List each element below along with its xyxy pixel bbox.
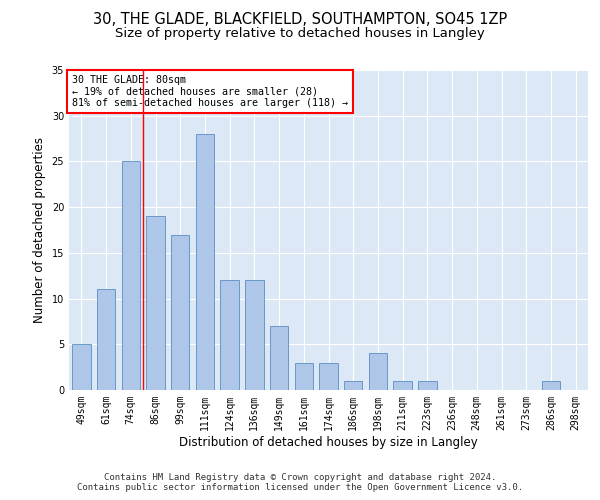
Bar — [72, 344, 91, 390]
X-axis label: Distribution of detached houses by size in Langley: Distribution of detached houses by size … — [179, 436, 478, 448]
Y-axis label: Number of detached properties: Number of detached properties — [33, 137, 46, 323]
Bar — [196, 134, 214, 390]
Text: 30, THE GLADE, BLACKFIELD, SOUTHAMPTON, SO45 1ZP: 30, THE GLADE, BLACKFIELD, SOUTHAMPTON, … — [93, 12, 507, 28]
Bar — [418, 381, 437, 390]
Bar — [270, 326, 289, 390]
Bar — [295, 362, 313, 390]
Bar — [368, 354, 387, 390]
Bar — [171, 234, 190, 390]
Bar — [319, 362, 338, 390]
Bar — [146, 216, 165, 390]
Bar — [122, 162, 140, 390]
Bar — [220, 280, 239, 390]
Text: Contains HM Land Registry data © Crown copyright and database right 2024.
Contai: Contains HM Land Registry data © Crown c… — [77, 473, 523, 492]
Text: 30 THE GLADE: 80sqm
← 19% of detached houses are smaller (28)
81% of semi-detach: 30 THE GLADE: 80sqm ← 19% of detached ho… — [71, 75, 347, 108]
Bar — [97, 290, 115, 390]
Bar — [245, 280, 263, 390]
Bar — [542, 381, 560, 390]
Bar — [394, 381, 412, 390]
Bar — [344, 381, 362, 390]
Text: Size of property relative to detached houses in Langley: Size of property relative to detached ho… — [115, 28, 485, 40]
